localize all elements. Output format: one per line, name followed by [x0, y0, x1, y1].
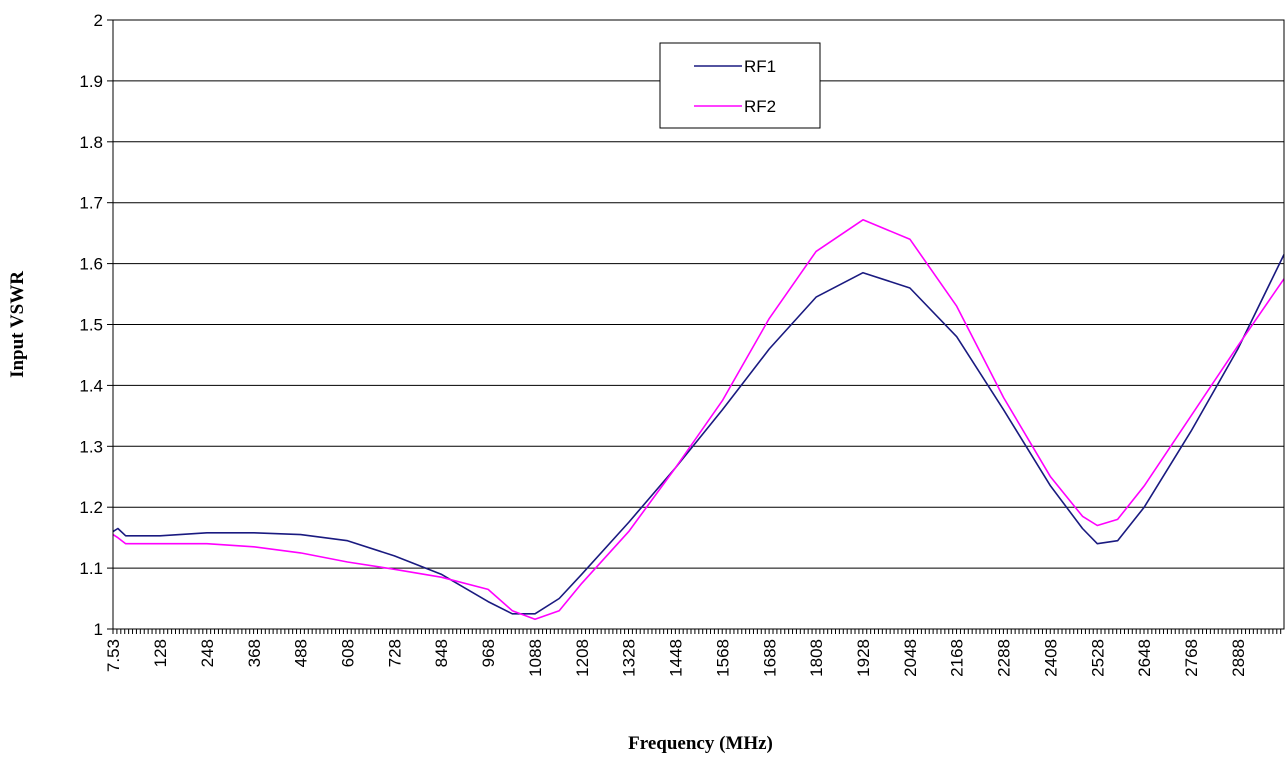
legend-label-rf1: RF1 — [744, 57, 776, 76]
x-axis-title: Frequency (MHz) — [628, 733, 773, 754]
y-axis-ticks: 1 1.1 1.2 1.3 1.4 1.5 1.6 1.7 1.8 1.9 2 — [79, 11, 113, 639]
y-tick-label: 1.9 — [79, 72, 103, 91]
y-axis-title: Input VSWR — [7, 271, 28, 378]
x-tick-label: 1088 — [526, 639, 545, 677]
legend-box — [659, 42, 821, 129]
x-tick-label: 7.53 — [104, 639, 123, 672]
x-tick-label: 2768 — [1182, 639, 1201, 677]
y-tick-label: 1.5 — [79, 316, 103, 335]
x-tick-label: 368 — [245, 639, 264, 667]
x-tick-label: 2168 — [948, 639, 967, 677]
y-tick-label: 1.6 — [79, 255, 103, 274]
x-tick-label: 848 — [432, 639, 451, 667]
x-tick-label: 728 — [385, 639, 404, 667]
x-tick-label: 1328 — [620, 639, 639, 677]
x-tick-label: 1448 — [667, 639, 686, 677]
x-tick-label: 2888 — [1229, 639, 1248, 677]
x-tick-label: 1928 — [854, 639, 873, 677]
y-tick-label: 1.7 — [79, 194, 103, 213]
legend: RF1 RF2 — [659, 42, 821, 129]
x-tick-label: 2288 — [995, 639, 1014, 677]
x-tick-label: 2648 — [1135, 639, 1154, 677]
x-tick-label: 1808 — [807, 639, 826, 677]
x-tick-label: 488 — [292, 639, 311, 667]
x-tick-label: 1208 — [573, 639, 592, 677]
x-tick-label: 2048 — [901, 639, 920, 677]
x-tick-label: 2528 — [1088, 639, 1107, 677]
x-tick-label: 968 — [479, 639, 498, 667]
x-tick-label: 248 — [198, 639, 217, 667]
y-tick-label: 1.4 — [79, 376, 103, 395]
y-tick-label: 1.8 — [79, 133, 103, 152]
y-tick-label: 1 — [94, 620, 103, 639]
x-tick-label: 1688 — [760, 639, 779, 677]
series-layer — [112, 219, 1285, 621]
x-tick-label: 2408 — [1041, 639, 1060, 677]
y-tick-label: 1.1 — [79, 559, 103, 578]
y-tick-label: 1.3 — [79, 437, 103, 456]
y-tick-label: 1.2 — [79, 498, 103, 517]
x-tick-label: 1568 — [713, 639, 732, 677]
series-line-rf1 — [112, 254, 1285, 615]
y-tick-label: 2 — [94, 11, 103, 30]
x-tick-label: 608 — [339, 639, 358, 667]
legend-label-rf2: RF2 — [744, 97, 776, 116]
x-axis-ticks: 7.53 128 248 368 488 608 728 848 968 1088 1208 1328… — [104, 629, 1282, 677]
series-line-rf2 — [112, 219, 1285, 621]
x-tick-label: 128 — [151, 639, 170, 667]
